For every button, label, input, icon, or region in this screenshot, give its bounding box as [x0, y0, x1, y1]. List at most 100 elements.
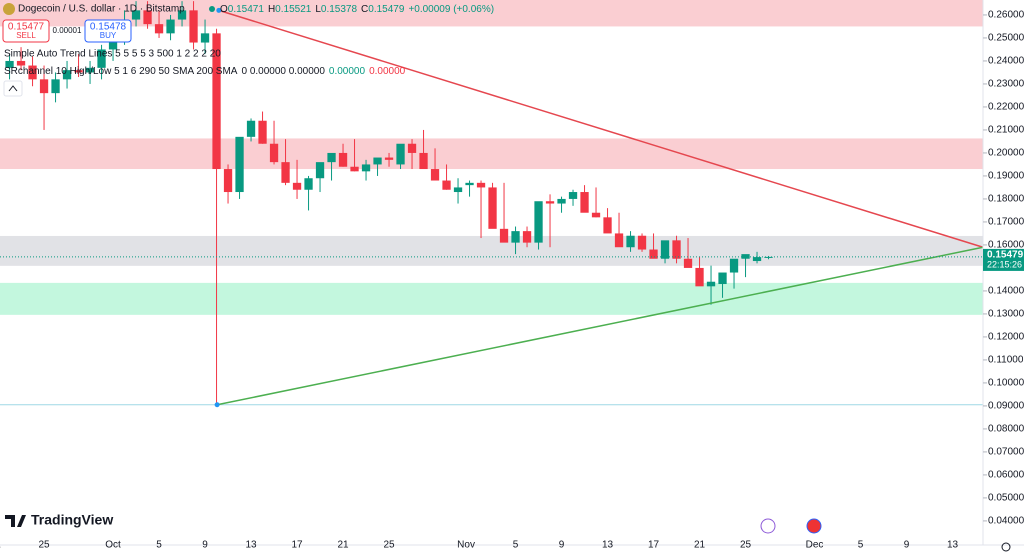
x-tick-label: 5 [156, 540, 162, 551]
candle-body [143, 10, 152, 25]
candle-body [545, 201, 555, 204]
collapse-button[interactable] [3, 80, 23, 97]
x-tick-label: 25 [38, 540, 50, 551]
trend-anchor [216, 7, 222, 13]
x-tick-label: 13 [245, 540, 257, 551]
candle-body [534, 201, 543, 243]
y-tick-label: 0.18000 [988, 194, 1024, 205]
sr-zone [0, 138, 983, 170]
candle-body [580, 192, 589, 213]
candle-body [350, 166, 359, 172]
candle-body [465, 182, 474, 186]
y-tick-label: 0.20000 [988, 148, 1024, 159]
candle-body [200, 33, 210, 43]
candle-body [373, 157, 382, 165]
x-tick-label: Nov [457, 540, 475, 551]
coin-icon [3, 3, 15, 15]
x-tick-label: 9 [904, 540, 910, 551]
indicator-1: Simple Auto Trend Lines 5 5 5 5 3 500 1 … [4, 49, 221, 60]
candle-body [396, 143, 405, 165]
settings-icon[interactable] [1001, 542, 1011, 552]
candle-body [154, 24, 164, 34]
sell-price: 0.15477 [8, 22, 45, 33]
y-tick-label: 0.23000 [988, 79, 1024, 90]
candle-body [5, 60, 14, 68]
candle-body [235, 136, 244, 193]
x-tick-label: 9 [202, 540, 208, 551]
candle-body [557, 198, 566, 204]
x-tick-label: 5 [513, 540, 519, 551]
candle-body [695, 267, 704, 287]
candle-body [499, 228, 509, 243]
candle-body [74, 70, 83, 73]
candle-body [683, 258, 693, 268]
trend-anchor [214, 402, 220, 408]
candle-body [189, 10, 198, 43]
buy-button[interactable] [84, 19, 132, 43]
y-tick-label: 0.19000 [988, 171, 1024, 182]
x-tick-label: 25 [383, 540, 395, 551]
candle-body [315, 162, 325, 179]
x-tick-label: 17 [648, 540, 660, 551]
candle-body [108, 37, 118, 50]
candle-body [476, 182, 486, 188]
ohlc-label: H [268, 4, 275, 15]
buy-label: BUY [100, 31, 117, 40]
x-tick-label: 9 [559, 540, 565, 551]
sr-zone [0, 282, 983, 315]
logo-text: TradingView [31, 512, 113, 528]
candle-body [338, 152, 348, 167]
candle-body [488, 187, 497, 229]
y-tick-label: 0.16000 [988, 240, 1024, 251]
x-tick-label: Dec [806, 540, 824, 551]
event-icon[interactable] [760, 518, 776, 534]
ohlc: O0.15471 H0.15521 L0.15378 C0.15479 +0.00009… [220, 4, 494, 15]
y-tick-label: 0.07000 [988, 447, 1024, 458]
candle-body [706, 281, 716, 287]
y-tick-label: 0.21000 [988, 125, 1024, 136]
candle-body [603, 217, 612, 234]
plot [0, 0, 984, 408]
x-tick-label: 13 [947, 540, 959, 551]
y-tick-label: 0.05000 [988, 493, 1024, 504]
candle-body [407, 143, 417, 153]
candle-body [384, 157, 394, 160]
ohlc-value: 0.15521 [275, 4, 312, 15]
last-price-label: 0.15479 [987, 250, 1024, 261]
candle-body [741, 254, 750, 259]
y-tick-label: 0.11000 [988, 355, 1024, 366]
ohlc-value: 0.15378 [321, 4, 358, 15]
y-tick-label: 0.24000 [988, 56, 1024, 67]
candle-body [649, 249, 658, 259]
candle-body [97, 49, 106, 68]
y-tick-label: 0.12000 [988, 332, 1024, 343]
candle-body [281, 162, 290, 183]
y-tick-label: 0.26000 [988, 10, 1024, 21]
y-tick-label: 0.04000 [988, 516, 1024, 527]
y-tick-label: 0.08000 [988, 424, 1024, 435]
x-tick-label: 21 [694, 540, 706, 551]
indicator-2-values: 0 0.00000 0.00000 [241, 66, 325, 77]
ohlc-label: C [361, 4, 368, 15]
candle-body [292, 182, 302, 190]
spread: 0.00001 [53, 26, 82, 35]
candle-body [591, 212, 601, 218]
y-tick-label: 0.22000 [988, 102, 1024, 113]
y-tick-label: 0.25000 [988, 33, 1024, 44]
candle-body [568, 192, 578, 199]
flag-icon[interactable] [806, 518, 822, 534]
candle-body [269, 143, 279, 163]
candle-body [131, 10, 141, 20]
candle-body [752, 257, 762, 262]
ui-overlay: Dogecoin / U.S. dollar · 1D · Bitstamp O… [2, 3, 1011, 552]
candle-body [660, 240, 670, 259]
logo: TradingView [5, 512, 113, 528]
candle-body [246, 120, 256, 137]
trend-line [218, 9, 984, 248]
candle-body [177, 10, 187, 20]
candle-body [718, 272, 727, 285]
sell-button[interactable] [2, 19, 50, 43]
candle-body [430, 169, 440, 181]
candle-body [614, 233, 624, 248]
